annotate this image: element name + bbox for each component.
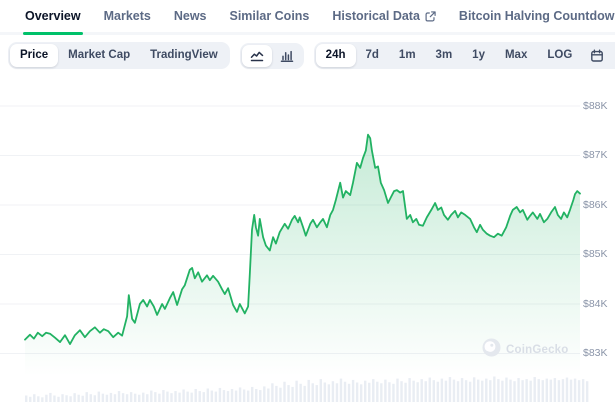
line-chart-type-button[interactable] [241, 44, 272, 67]
line-chart-icon [250, 49, 264, 63]
y-axis-tick-label: $85K [583, 248, 608, 260]
active-tab-underline [23, 32, 83, 35]
chart-type-toggle [239, 42, 304, 69]
tab-markets[interactable]: Markets [104, 9, 151, 32]
tab-bitcoin-halving-countdown[interactable]: Bitcoin Halving Countdown [459, 9, 615, 32]
y-axis-tick-label: $86K [583, 198, 608, 211]
range-1m-button[interactable]: 1m [389, 44, 426, 67]
tab-historical-data-label: Historical Data [332, 9, 420, 23]
metric-toggle: Price Market Cap TradingView [8, 42, 230, 69]
range-24h-button[interactable]: 24h [315, 44, 356, 67]
range-toggle: 24h 7d 1m 3m 1y Max LOG [313, 42, 615, 69]
candlestick-chart-type-button[interactable] [272, 45, 302, 67]
range-7d-button[interactable]: 7d [356, 44, 389, 67]
tab-news-label: News [173, 9, 207, 23]
calendar-icon [590, 49, 604, 63]
tab-overview-label: Overview [25, 9, 81, 23]
metric-tradingview-button[interactable]: TradingView [140, 44, 228, 67]
range-1y-button[interactable]: 1y [462, 44, 495, 67]
y-axis-tick-label: $88K [583, 99, 608, 112]
range-3m-button[interactable]: 3m [426, 44, 463, 67]
y-axis-tick-label: $87K [583, 149, 608, 161]
chart-toolbar: Price Market Cap TradingView 24h 7d 1m [8, 42, 615, 69]
bar-chart-icon [280, 49, 294, 63]
external-link-icon [425, 10, 436, 22]
y-axis-tick-label: $83K [583, 347, 608, 359]
price-area-fill [25, 134, 580, 376]
price-line-path [24, 133, 581, 345]
tab-overview[interactable]: Overview [23, 9, 83, 35]
tab-bitcoin-halving-countdown-label: Bitcoin Halving Countdown [458, 9, 615, 23]
price-chart[interactable]: $88K $87K $86K $85K $84K $83K CoinGecko [0, 70, 615, 410]
y-axis-tick-label: $84K [583, 297, 608, 310]
tab-similar-coins[interactable]: Similar Coins [230, 9, 310, 32]
tab-news[interactable]: News [174, 9, 207, 32]
date-range-button[interactable] [582, 45, 612, 67]
tab-markets-label: Markets [103, 9, 151, 23]
metric-market-cap-button[interactable]: Market Cap [58, 44, 140, 67]
tab-bar: Overview Markets News Similar Coins Hist… [0, 0, 615, 35]
volume-bars [25, 376, 589, 402]
tab-similar-coins-label: Similar Coins [229, 9, 310, 23]
range-max-button[interactable]: Max [495, 44, 537, 67]
log-scale-button[interactable]: LOG [537, 44, 582, 67]
metric-price-button[interactable]: Price [10, 44, 59, 67]
price-chart-svg[interactable] [0, 70, 615, 410]
tab-historical-data[interactable]: Historical Data [332, 9, 436, 32]
